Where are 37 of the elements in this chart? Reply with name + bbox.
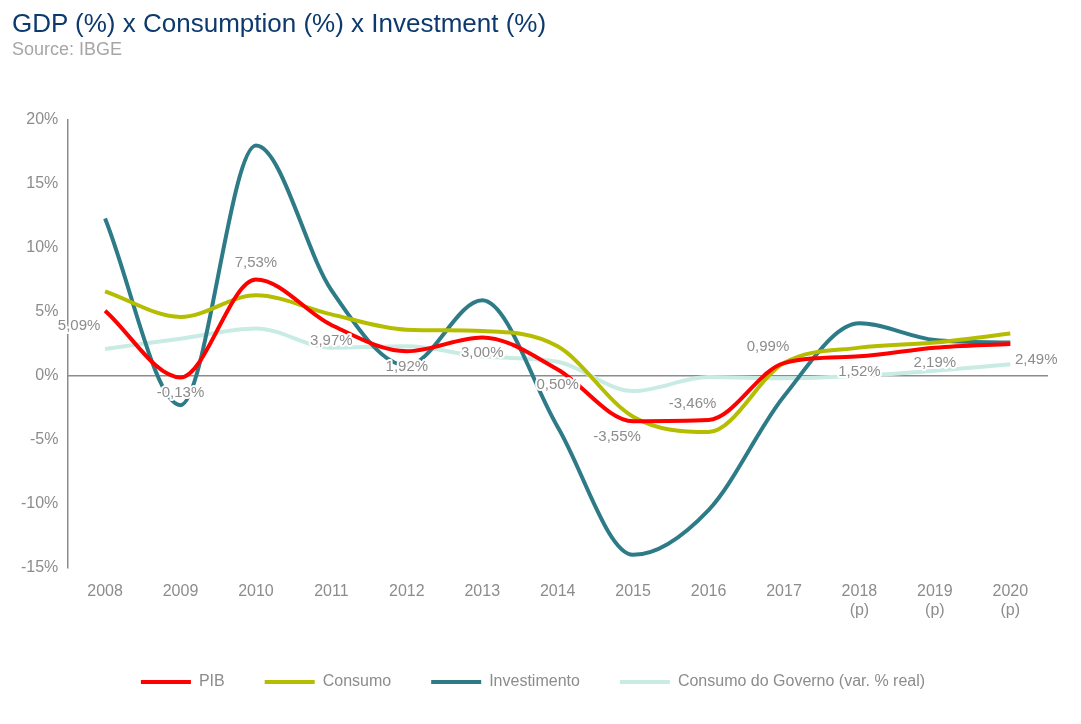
data-label: -3,55%	[593, 426, 641, 444]
x-tick-label: 2015	[615, 581, 652, 599]
x-tick-label: 2011	[314, 581, 349, 599]
data-label: -3,46%	[668, 393, 717, 411]
x-tick-label: 2020 (p)	[992, 581, 1029, 618]
line-series	[103, 143, 1013, 557]
y-tick-label: 20%	[26, 110, 59, 128]
y-tick-label: 15%	[26, 174, 59, 192]
chart-subtitle: Source: IBGE	[12, 39, 124, 60]
y-tick-label: 5%	[35, 302, 59, 320]
x-tick-label: 2009	[162, 581, 199, 599]
x-tick-label: 2016	[690, 581, 727, 599]
x-tick-label: 2012	[389, 581, 425, 599]
x-tick-label: 2008	[87, 581, 123, 599]
data-label: 3,00%	[460, 343, 504, 361]
data-label: 7,53%	[234, 253, 278, 271]
x-tick-label: 2018 (p)	[841, 581, 878, 618]
legend-label: PIB	[198, 672, 225, 690]
x-tick-label: 2014	[539, 581, 576, 599]
x-tick-label: 2017	[766, 581, 802, 599]
data-label: 2,49%	[1015, 349, 1058, 367]
data-label: 1,52%	[838, 361, 881, 379]
y-tick-label: 0%	[35, 366, 59, 384]
y-tick-label: 10%	[26, 238, 59, 256]
data-label: 3,97%	[310, 330, 353, 348]
x-tick-label: 2010	[238, 581, 274, 599]
data-label: 0,99%	[746, 336, 790, 354]
x-tick-label: 2019 (p)	[917, 581, 953, 618]
data-label: 2,19%	[913, 353, 957, 371]
y-tick-label: -5%	[29, 430, 59, 448]
legend-label: Investimento	[489, 672, 580, 690]
chart-title: GDP (%) x Consumption (%) x Investment (%)	[12, 8, 548, 39]
legend-label: Consumo do Governo (var. % real)	[677, 672, 926, 690]
y-tick-label: -15%	[20, 558, 59, 576]
y-tick-label: -10%	[20, 494, 59, 512]
x-tick-label: 2013	[464, 581, 501, 599]
legend-label: Consumo	[322, 672, 392, 690]
